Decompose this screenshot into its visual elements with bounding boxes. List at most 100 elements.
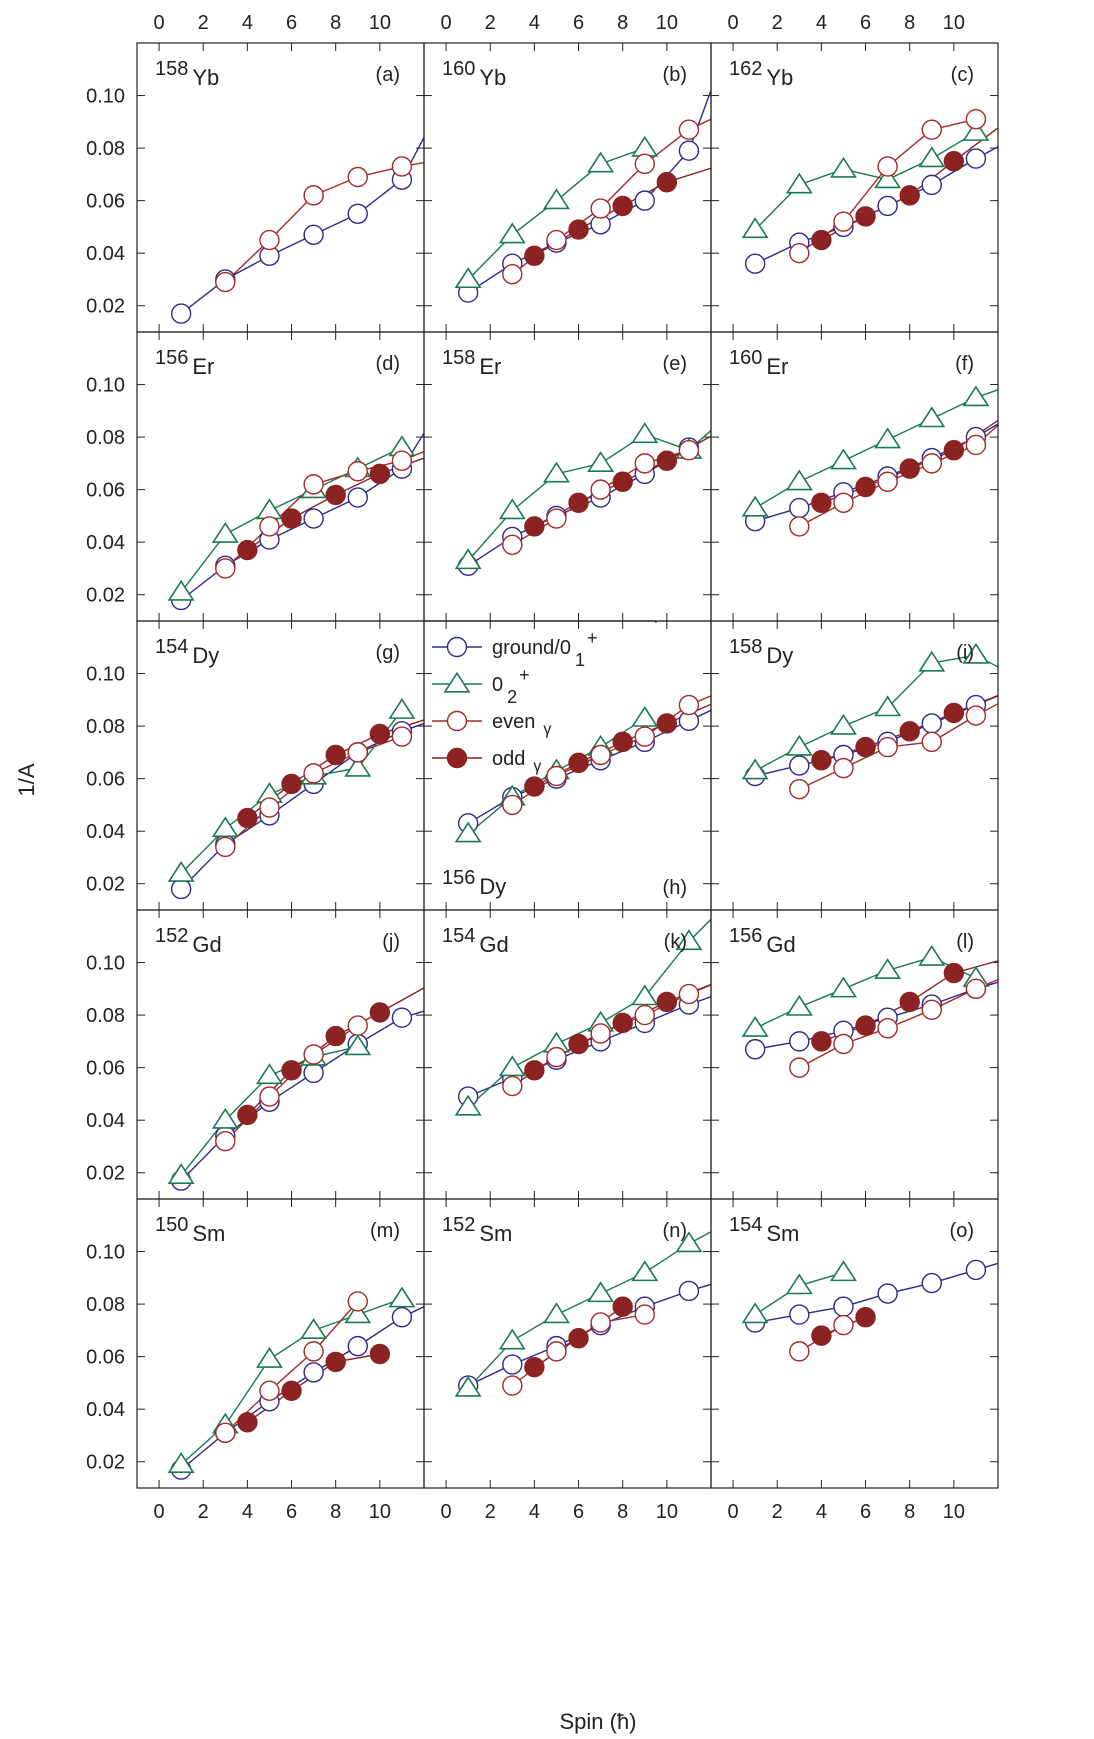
data-point-odd [612,1012,633,1034]
x-tick-label-bottom: 8 [904,1501,915,1523]
data-point-zero2 [874,958,902,980]
data-point-zero2 [631,984,659,1006]
data-point-even [215,271,236,293]
data-point-ground [789,1304,810,1325]
data-point-even [789,1057,810,1078]
panel-data [741,385,998,537]
element-symbol: Gd [192,932,221,957]
y-tick-label: 0.02 [86,874,125,896]
data-point-ground [347,1335,368,1357]
data-point-odd [325,744,346,766]
panel-data [167,987,424,1191]
data-point-ground [678,1280,700,1302]
element-symbol: Sm [766,1221,799,1246]
x-tick-label-top: 0 [154,12,165,34]
y-tick-label: 0.02 [86,1452,125,1474]
legend-label-ground: ground/01+ [492,628,598,670]
y-tick-label: 0.04 [86,1110,125,1132]
data-point-ground [833,1296,854,1317]
panel-o: 0 2 4 6 8 10 154 Sm (o) [710,1198,999,1523]
x-tick-label-top: 2 [485,12,496,34]
x-tick-label-bottom: 0 [728,1501,739,1523]
x-tick-label-top: 6 [286,12,297,34]
data-point-zero2 [918,945,946,966]
mass-number: 154 [442,925,475,947]
panel-letter: (e) [663,353,687,375]
mass-number: 154 [155,636,188,658]
data-point-zero2 [874,695,902,717]
panel-letter: (i) [956,642,974,664]
element-symbol: Er [479,354,501,379]
data-point-odd [369,463,391,485]
mass-number: 154 [729,1214,762,1236]
x-tick-label-top: 4 [529,12,540,34]
data-point-odd [811,750,832,771]
element-symbol: Dy [766,643,793,668]
data-point-zero2 [454,1375,482,1397]
mass-number: 150 [155,1214,188,1236]
panel-letter: (n) [663,1220,687,1242]
data-point-zero2 [962,642,990,664]
panel-b: 0 2 4 6 8 10 160 Yb (b) [423,12,712,333]
data-point-ground [921,713,942,734]
panel-data [741,1259,998,1362]
y-tick-label: 0.02 [86,1163,125,1185]
data-point-zero2 [874,167,902,189]
legend-subscript: 1 [575,650,585,670]
x-tick-label-top: 4 [816,12,827,34]
panel-letter: (g) [376,642,400,664]
x-tick-label-bottom: 2 [485,1501,496,1523]
data-point-odd [281,1380,302,1401]
panel-data [167,1286,424,1480]
data-point-even [303,763,324,784]
data-point-even [833,757,854,779]
panel-k: 154 Gd (k) [423,909,712,1200]
x-tick-label-top: 2 [198,12,209,34]
data-point-odd [325,1351,346,1373]
data-point-zero2 [829,976,857,998]
data-point-odd [369,1002,391,1023]
data-point-even [259,516,280,537]
data-point-even [789,242,810,264]
mass-number: 156 [729,925,762,947]
data-point-zero2 [167,579,195,601]
legend-marker-ground [446,636,468,658]
panel-data [170,136,424,324]
legend-subscript: 2 [507,687,517,707]
data-point-zero2 [344,1302,372,1324]
data-point-zero2 [631,422,659,444]
x-tick-label-bottom: 0 [154,1501,165,1523]
data-point-odd [656,713,678,734]
panel-c: 0 2 4 6 8 10 162 Yb (c) [710,12,999,333]
data-point-ground [965,148,987,169]
y-tick-label: 0.10 [86,664,125,686]
data-point-even [833,492,854,513]
data-point-odd [811,1031,832,1052]
data-point-even [634,1304,655,1325]
data-point-even [347,166,368,188]
data-point-even [391,450,413,471]
mass-number: 160 [442,58,475,80]
mass-number: 152 [155,925,188,947]
y-tick-label: 0.02 [86,296,125,318]
data-point-ground [789,755,810,776]
data-point-odd [855,736,876,758]
panel-n: 0 2 4 6 8 10 152 Sm (n) [423,1198,712,1523]
data-point-zero2 [498,498,526,520]
data-point-zero2 [962,385,990,407]
data-point-zero2 [542,188,570,210]
data-point-zero2 [167,1163,195,1184]
x-tick-label-top: 10 [943,12,965,34]
data-point-even [215,1422,236,1444]
nucleus-label: 152 Gd [155,925,222,957]
data-point-odd [943,702,965,724]
y-tick-label: 0.10 [86,375,125,397]
legend-superscript: + [519,665,530,685]
panel-i: 158 Dy (i) [710,620,999,911]
panel-letter: (l) [956,931,974,953]
data-point-odd [281,1060,302,1081]
y-tick-label: 0.04 [86,821,125,843]
data-point-zero2 [454,821,482,843]
element-symbol: Er [766,354,788,379]
